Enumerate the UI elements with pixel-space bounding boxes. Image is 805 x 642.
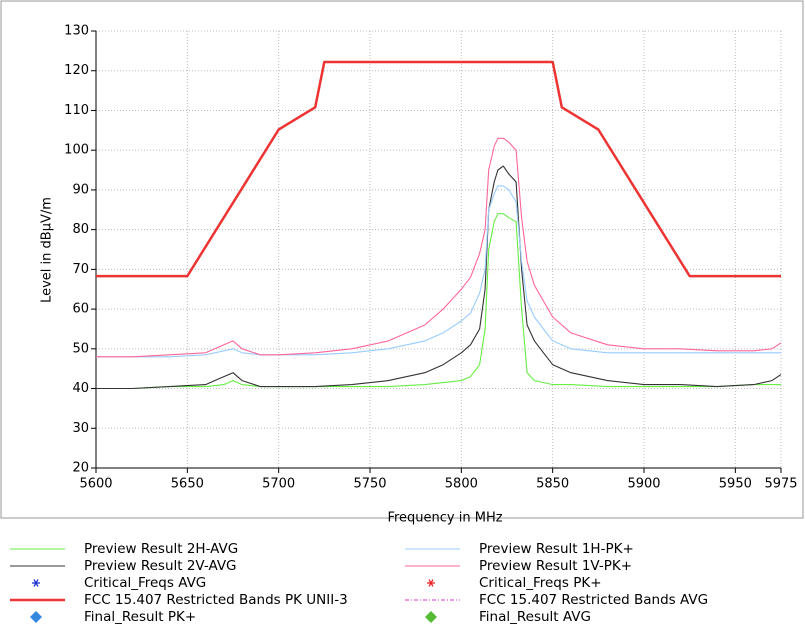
legend-label: Critical_Freqs PK+ — [479, 575, 602, 591]
plot-area — [96, 31, 781, 468]
series-line — [96, 185, 781, 358]
y-tick-label: 50 — [72, 341, 89, 356]
legend-symbol — [425, 611, 437, 623]
legend-symbol — [33, 579, 39, 587]
chart-frame — [0, 0, 804, 519]
legend-label: Preview Result 2H-AVG — [84, 541, 238, 557]
y-tick-label: 20 — [72, 461, 89, 476]
y-tick-label: 100 — [64, 143, 89, 158]
x-tick-label: 5800 — [445, 477, 478, 492]
x-tick-label: 5600 — [79, 477, 112, 492]
x-tick-label: 5900 — [627, 477, 660, 492]
y-tick-label: 70 — [72, 262, 89, 277]
legend-label: Preview Result 1V-PK+ — [479, 558, 632, 574]
series-line — [96, 137, 782, 358]
y-tick-label: 40 — [72, 381, 89, 396]
series-line — [96, 60, 781, 278]
y-tick-label: 30 — [72, 421, 89, 436]
y-tick-label: 130 — [64, 24, 89, 39]
y-tick-label: 60 — [72, 302, 89, 317]
x-axis-label: Frequency in MHz — [387, 511, 502, 526]
legend-label: Critical_Freqs AVG — [84, 575, 206, 591]
legend-label: Final_Result AVG — [479, 609, 591, 625]
y-tick-label: 110 — [64, 103, 89, 118]
y-tick-label: 80 — [72, 222, 89, 237]
x-tick-label: 5850 — [536, 477, 569, 492]
x-tick-label: 5975 — [764, 477, 797, 492]
legend-label: FCC 15.407 Restricted Bands AVG — [479, 592, 708, 608]
legend-label: Preview Result 2V-AVG — [84, 558, 237, 574]
legend-symbol — [428, 579, 434, 587]
x-tick-label: 5750 — [353, 477, 386, 492]
legend-symbol — [30, 611, 42, 623]
x-tick-label: 5650 — [171, 477, 204, 492]
legend-label: Preview Result 1H-PK+ — [479, 541, 634, 557]
x-tick-label: 5950 — [719, 477, 752, 492]
y-tick-label: 90 — [72, 182, 89, 197]
x-tick-label: 5700 — [262, 477, 295, 492]
y-tick-label: 120 — [64, 63, 89, 78]
y-axis-label: Level in dBµV/m — [40, 197, 55, 303]
series-line — [96, 213, 781, 390]
legend-label: FCC 15.407 Restricted Bands PK UNII-3 — [84, 592, 348, 608]
legend-label: Final_Result PK+ — [84, 609, 196, 625]
